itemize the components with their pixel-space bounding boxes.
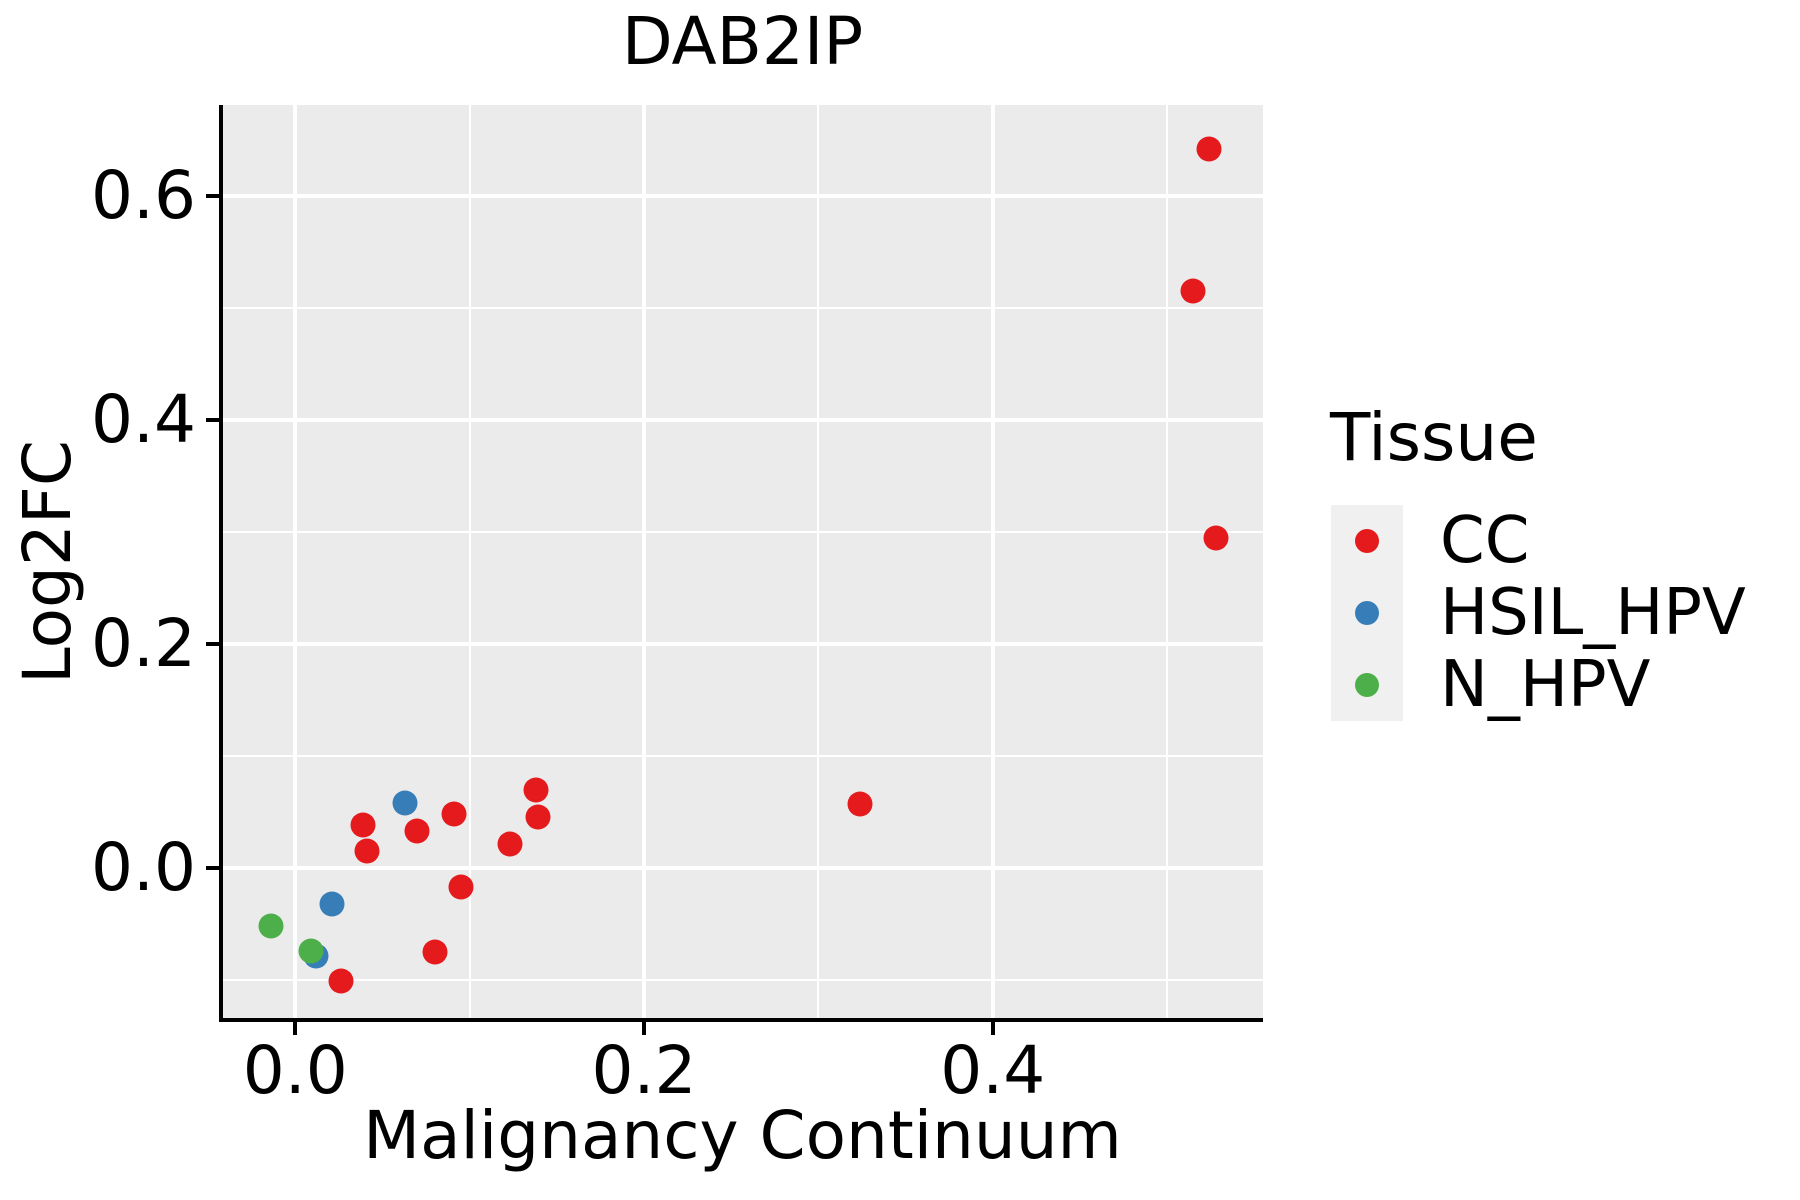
legend-item-label: CC [1440, 504, 1530, 578]
data-point-n_hpv [258, 913, 284, 939]
y-minor-gridline [222, 978, 1263, 981]
legend-key [1331, 649, 1403, 721]
chart-title: DAB2IP [621, 3, 864, 80]
y-tick [206, 641, 219, 646]
y-major-gridline [222, 865, 1263, 870]
legend-entry-cc: CC [1331, 505, 1529, 577]
data-point-cc [497, 831, 523, 857]
x-tick-label: 0.0 [242, 1032, 348, 1109]
x-tick-label: 0.2 [591, 1032, 697, 1109]
legend-item-label: HSIL_HPV [1440, 576, 1746, 650]
y-tick-label: 0.2 [91, 604, 196, 682]
y-minor-gridline [222, 306, 1263, 309]
y-tick [206, 865, 219, 870]
data-point-cc [328, 968, 354, 994]
y-tick [206, 193, 219, 198]
data-point-cc [525, 804, 551, 830]
x-tick [641, 1022, 646, 1035]
legend-title: Tissue [1330, 399, 1538, 476]
legend-key [1331, 505, 1403, 577]
y-major-gridline [222, 417, 1263, 422]
data-point-cc [350, 812, 376, 838]
legend-dot-cc [1355, 529, 1379, 553]
y-axis-line [219, 105, 223, 1022]
data-point-cc [441, 801, 467, 827]
x-major-gridline [293, 105, 298, 1020]
y-minor-gridline [222, 754, 1263, 757]
x-tick [293, 1022, 298, 1035]
x-tick-label: 0.4 [940, 1032, 1046, 1109]
legend-entry-hsil_hpv: HSIL_HPV [1331, 577, 1746, 649]
data-point-cc [523, 777, 549, 803]
x-axis-line [219, 1018, 1263, 1022]
data-point-cc [1180, 278, 1206, 304]
data-point-n_hpv [298, 938, 324, 964]
y-major-gridline [222, 193, 1263, 198]
y-tick-label: 0.0 [91, 828, 196, 906]
x-tick [990, 1022, 995, 1035]
x-minor-gridline [817, 105, 820, 1020]
legend-item-label: N_HPV [1440, 648, 1651, 722]
y-minor-gridline [222, 530, 1263, 533]
x-axis-title: Malignancy Continuum [363, 1097, 1122, 1174]
data-point-hsil_hpv [392, 790, 418, 816]
legend-key [1331, 577, 1403, 649]
x-major-gridline [990, 105, 995, 1020]
y-tick [206, 417, 219, 422]
data-point-cc [847, 791, 873, 817]
y-major-gridline [222, 641, 1263, 646]
data-point-cc [354, 838, 380, 864]
y-axis-title: Log2FC [9, 440, 86, 684]
plot-area [222, 105, 1263, 1020]
data-point-cc [422, 939, 448, 965]
data-point-cc [404, 818, 430, 844]
data-point-hsil_hpv [319, 891, 345, 917]
legend-dot-hsil_hpv [1355, 601, 1379, 625]
y-tick-label: 0.4 [91, 380, 196, 458]
legend-dot-n_hpv [1355, 673, 1379, 697]
y-tick-label: 0.6 [91, 156, 196, 234]
x-minor-gridline [1166, 105, 1169, 1020]
data-point-cc [448, 874, 474, 900]
data-point-cc [1196, 136, 1222, 162]
x-minor-gridline [468, 105, 471, 1020]
x-major-gridline [641, 105, 646, 1020]
legend-entry-n_hpv: N_HPV [1331, 649, 1650, 721]
data-point-cc [1203, 525, 1229, 551]
